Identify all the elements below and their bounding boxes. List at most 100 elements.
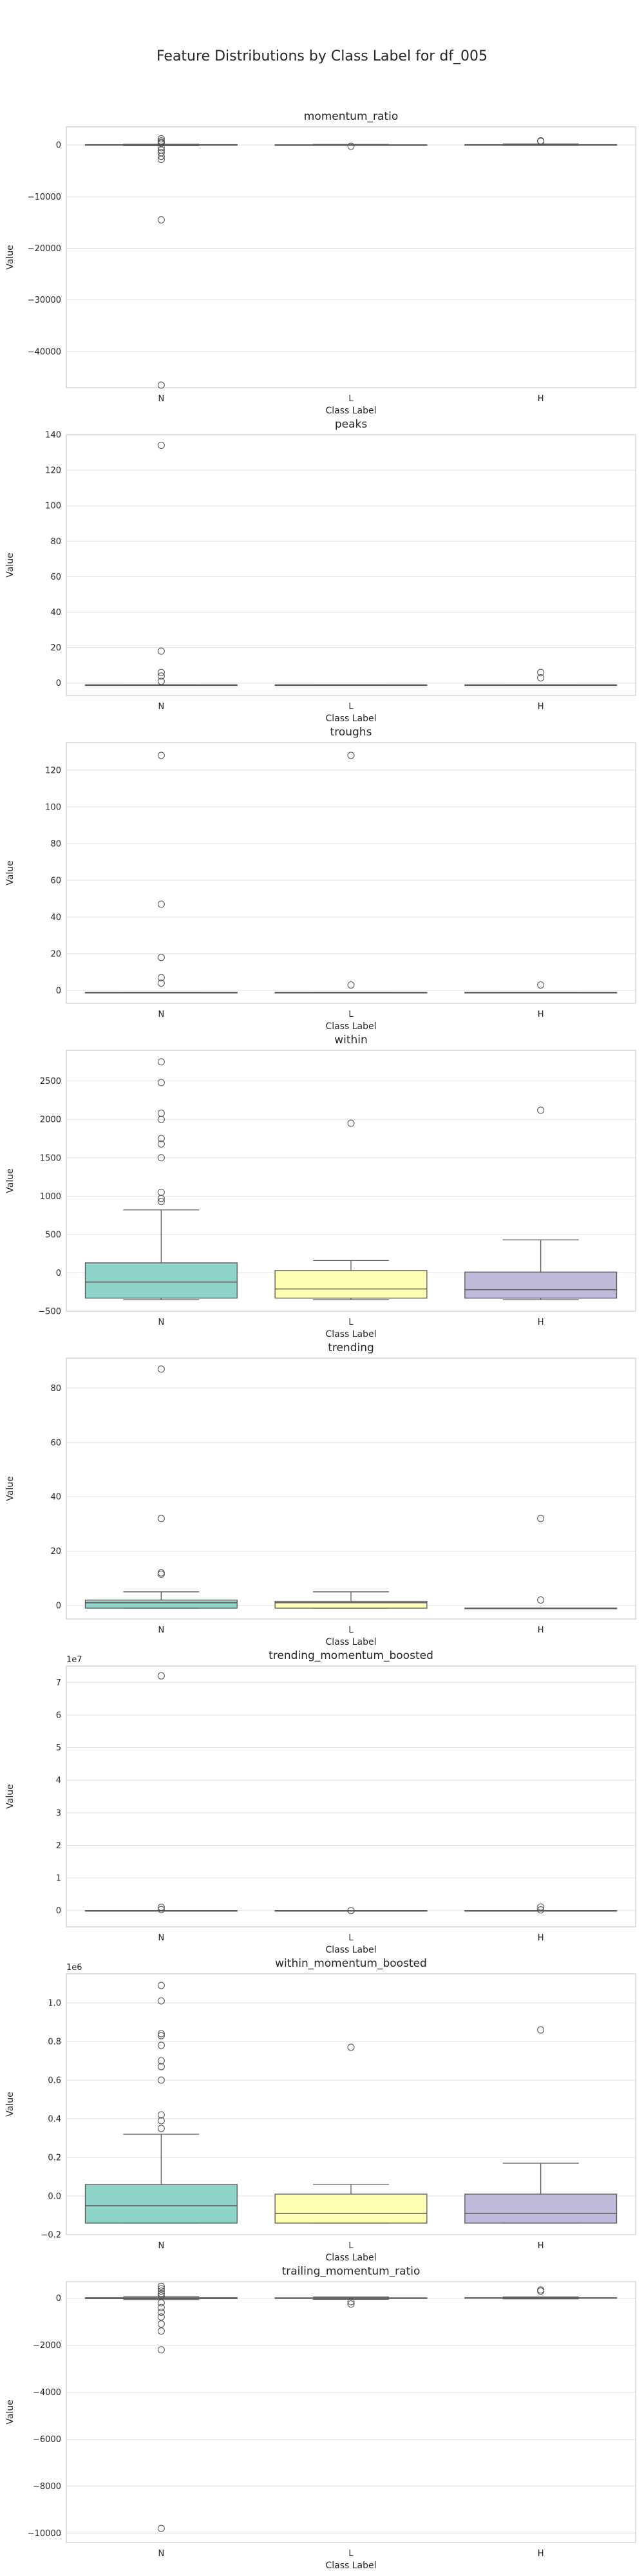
x-tick-label: N: [158, 2241, 164, 2251]
outlier-point: [157, 752, 165, 759]
plot-area: [66, 743, 636, 1003]
panel-title: troughs: [330, 726, 372, 739]
x-tick-label: N: [158, 1010, 164, 1019]
outlier-point: [157, 2289, 165, 2297]
x-tick-label: H: [538, 394, 544, 404]
panel-peaks: 0 20 40 60 80 100 120 140 peaks N L H Class Label Val…: [5, 418, 636, 724]
y-tick-label: 40: [50, 913, 61, 922]
outlier-point: [157, 216, 165, 223]
box-N: [84, 442, 238, 687]
y-tick-label: 1000: [40, 1192, 61, 1202]
outlier-point: [157, 2313, 165, 2321]
y-offset-label: 1e6: [66, 1963, 82, 1973]
outlier-point: [157, 900, 165, 908]
y-axis-label: Value: [5, 860, 15, 885]
outlier-point: [157, 2076, 165, 2084]
outlier-point: [537, 1106, 545, 1114]
y-tick-label: 0: [56, 987, 61, 996]
plot-frame: [66, 126, 636, 388]
outlier-point: [157, 1515, 165, 1522]
outlier-point: [157, 1115, 165, 1123]
y-tick-label: −10000: [28, 2529, 61, 2539]
x-axis-label: Class Label: [325, 714, 376, 724]
y-tick-label: 20: [50, 1547, 61, 1557]
y-axis-label: Value: [5, 245, 15, 269]
x-tick-label: N: [158, 1933, 164, 1943]
x-tick-label: N: [158, 1318, 164, 1327]
outlier-point: [157, 647, 165, 655]
x-tick-label: L: [348, 1625, 354, 1635]
x-tick-label: H: [538, 1933, 544, 1943]
outlier-point: [157, 2030, 165, 2038]
panel-title: within_momentum_boosted: [275, 1957, 427, 1970]
outlier-point: [157, 677, 165, 685]
box-body: [84, 1599, 238, 1609]
box-L: [274, 2043, 428, 2224]
box-body: [84, 2184, 238, 2224]
y-tick-label: 0.0: [48, 2192, 61, 2202]
box-H: [464, 137, 618, 146]
box-H: [464, 1106, 618, 1300]
y-tick-label: 60: [50, 573, 61, 582]
y-tick-label: −4000: [33, 2388, 61, 2398]
plot-frame: [66, 1665, 636, 1927]
x-tick-label: L: [348, 1933, 354, 1943]
plot-area: [66, 1358, 636, 1619]
y-tick-label: 0: [56, 1601, 61, 1611]
outlier-point: [157, 1058, 165, 1066]
outlier-point: [157, 2282, 165, 2290]
y-tick-label: 4: [56, 1776, 61, 1786]
y-tick-label: 1.0: [48, 1999, 61, 2009]
y-tick-label: 0: [56, 2294, 61, 2304]
x-tick-label: L: [348, 2549, 354, 2559]
y-tick-label: 7: [56, 1678, 61, 1688]
x-axis-label: Class Label: [325, 1637, 376, 1647]
y-tick-label: −6000: [33, 2435, 61, 2445]
outlier-point: [537, 137, 545, 145]
box-H: [464, 2026, 618, 2224]
x-axis-label: Class Label: [325, 1021, 376, 1032]
outlier-point: [537, 2287, 545, 2295]
panel-trailing-momentum-ratio: 0 −2000 −4000 −6000 −8000 −10000 trailing_mome…: [5, 2265, 636, 2571]
outlier-point: [157, 153, 165, 160]
panel-within: −500 0 500 1000 1500 2000 2500 within N L H Class L…: [5, 1034, 636, 1340]
y-axis-label: Value: [5, 2092, 15, 2116]
y-tick-label: 100: [45, 502, 61, 511]
y-tick-label: −8000: [33, 2482, 61, 2492]
box-L: [274, 752, 428, 994]
outlier-point: [157, 2524, 165, 2532]
outlier-point: [537, 2026, 545, 2034]
outlier-point: [157, 2299, 165, 2307]
x-axis-label: Class Label: [325, 2253, 376, 2263]
y-tick-label: 20: [50, 643, 61, 653]
x-tick-label: H: [538, 2549, 544, 2559]
x-tick-label: H: [538, 2241, 544, 2251]
outlier-point: [157, 2057, 165, 2065]
x-tick-label: L: [348, 394, 354, 404]
outlier-point: [347, 1119, 355, 1127]
y-tick-label: 2000: [40, 1115, 61, 1125]
box-body: [84, 1262, 238, 1299]
plot-area: [66, 2282, 636, 2543]
plot-frame: [66, 742, 636, 1004]
y-tick-label: 0.6: [48, 2076, 61, 2086]
outlier-point: [157, 135, 165, 142]
y-tick-label: 3: [56, 1808, 61, 1818]
y-tick-label: 60: [50, 876, 61, 886]
outlier-point: [347, 142, 355, 150]
box-L: [274, 142, 428, 150]
panel-within-momentum-boosted: −0.2 0.0 0.2 0.4 0.6 0.8 1.0 1e6 within_momentum…: [5, 1957, 636, 2263]
box-H: [464, 981, 618, 994]
plot-area: [66, 127, 636, 388]
y-tick-label: 6: [56, 1710, 61, 1720]
outlier-point: [157, 144, 165, 151]
outlier-point: [157, 2346, 165, 2354]
panel-troughs: 0 20 40 60 80 100 120 troughs N L H Class Label Valu…: [5, 726, 636, 1032]
box-N: [84, 135, 238, 389]
y-axis-label: Value: [5, 553, 15, 577]
outlier-point: [157, 2292, 165, 2300]
outlier-point: [157, 2304, 165, 2311]
y-tick-label: 40: [50, 608, 61, 618]
y-tick-label: 0: [56, 679, 61, 688]
